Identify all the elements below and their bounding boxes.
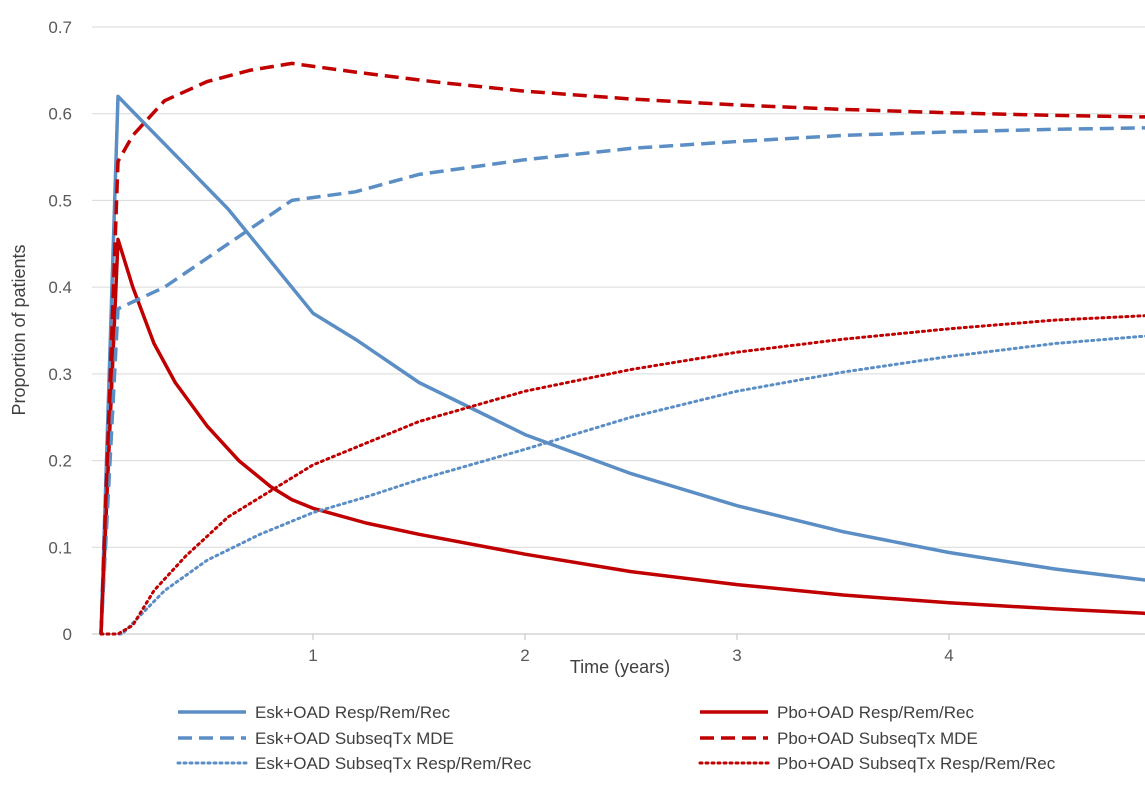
series-line bbox=[99, 126, 1145, 635]
gridlines bbox=[92, 26, 1145, 640]
series-line bbox=[99, 334, 1145, 636]
y-tick-label: 0.3 bbox=[48, 365, 72, 384]
x-tick-label: 1 bbox=[308, 646, 317, 665]
y-tick-label: 0.6 bbox=[48, 105, 72, 124]
y-axis-title: Proportion of patients bbox=[9, 244, 29, 415]
legend-label: Pbo+OAD Resp/Rem/Rec bbox=[777, 703, 974, 722]
x-tick-label: 4 bbox=[944, 646, 953, 665]
series-line bbox=[99, 94, 1145, 635]
x-tick-labels: 12345 bbox=[308, 646, 953, 665]
series-line bbox=[99, 61, 1145, 635]
legend-label: Esk+OAD Resp/Rem/Rec bbox=[255, 703, 451, 722]
series-line bbox=[99, 237, 1145, 635]
y-tick-label: 0.2 bbox=[48, 452, 72, 471]
y-tick-label: 0.7 bbox=[48, 18, 72, 37]
legend: Esk+OAD Resp/Rem/Rec Esk+OAD SubseqTx MDE… bbox=[176, 703, 1056, 773]
legend-label: Pbo+OAD SubseqTx MDE bbox=[777, 729, 978, 748]
series-line bbox=[99, 314, 1145, 636]
x-axis-title: Time (years) bbox=[570, 657, 670, 677]
y-tick-label: 0 bbox=[63, 625, 72, 644]
x-tick-label: 3 bbox=[732, 646, 741, 665]
y-tick-label: 0.1 bbox=[48, 538, 72, 557]
y-tick-label: 0.4 bbox=[48, 278, 72, 297]
y-tick-label: 0.5 bbox=[48, 191, 72, 210]
y-tick-labels: 0 0.1 0.2 0.3 0.4 0.5 0.6 0.7 bbox=[48, 18, 72, 644]
legend-label: Esk+OAD SubseqTx MDE bbox=[255, 729, 454, 748]
legend-label: Pbo+OAD SubseqTx Resp/Rem/Rec bbox=[777, 754, 1056, 773]
series-lines bbox=[99, 61, 1145, 636]
legend-label: Esk+OAD SubseqTx Resp/Rem/Rec bbox=[255, 754, 532, 773]
x-tick-label: 2 bbox=[520, 646, 529, 665]
